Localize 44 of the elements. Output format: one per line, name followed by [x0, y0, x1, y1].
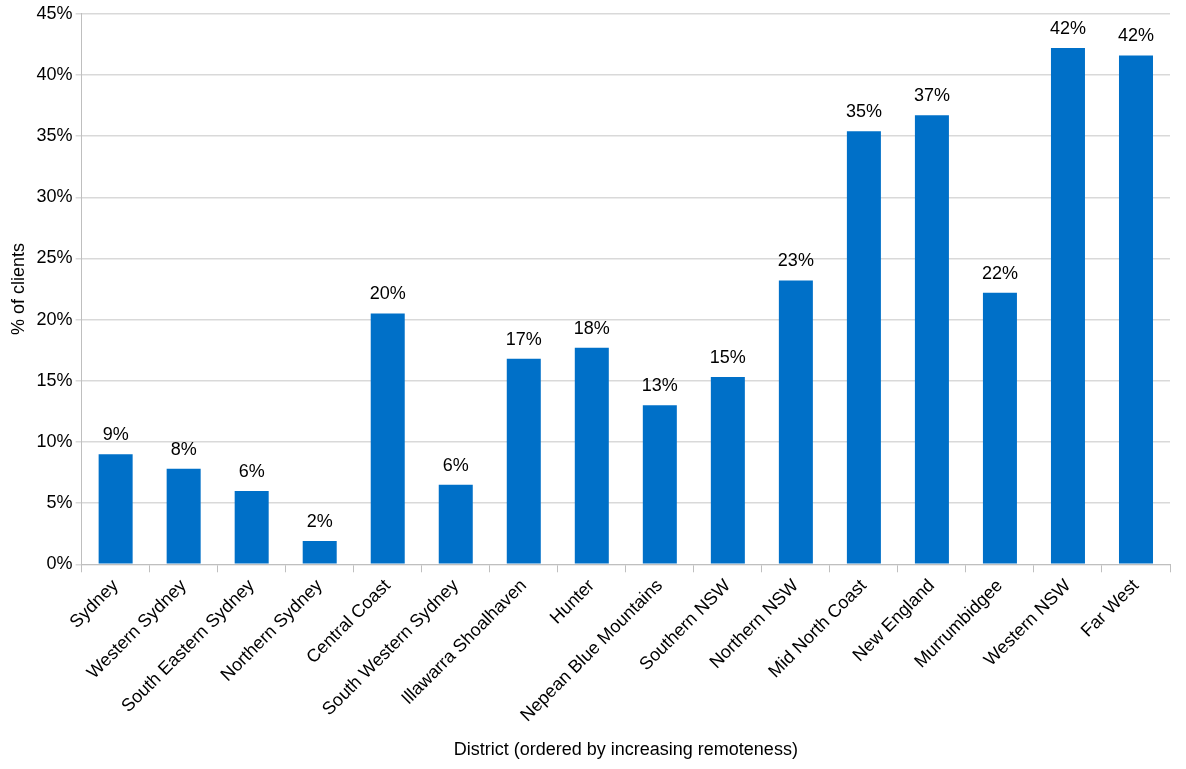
- bar: [914, 115, 949, 564]
- data-label: 6%: [442, 454, 469, 475]
- data-label: 15%: [709, 347, 746, 368]
- data-label: 42%: [1049, 18, 1086, 39]
- data-label: 18%: [573, 317, 610, 338]
- x-axis-title: District (ordered by increasing remoteness): [453, 739, 798, 760]
- bar: [438, 484, 473, 564]
- data-label: 8%: [170, 438, 197, 459]
- data-label: 13%: [641, 375, 678, 396]
- bar: [710, 377, 745, 564]
- bar: [778, 280, 813, 564]
- y-tick-label: 0%: [46, 553, 73, 574]
- data-label: 37%: [913, 85, 950, 106]
- bar: [166, 468, 201, 564]
- bar: [574, 347, 609, 564]
- y-axis-title: % of clients: [7, 243, 28, 336]
- bar: [1118, 55, 1153, 564]
- y-tick-label: 25%: [36, 247, 73, 268]
- bar: [302, 541, 337, 564]
- bar: [98, 454, 133, 564]
- data-label: 17%: [505, 328, 542, 349]
- data-label: 35%: [845, 101, 882, 122]
- y-tick-label: 5%: [46, 492, 73, 513]
- y-tick-label: 45%: [36, 2, 73, 23]
- bar: [1050, 48, 1085, 564]
- data-label: 6%: [238, 460, 265, 481]
- data-label: 23%: [777, 250, 814, 271]
- y-tick-label: 10%: [36, 430, 73, 451]
- data-label: 42%: [1117, 25, 1154, 46]
- data-label: 22%: [981, 262, 1018, 283]
- bar: [982, 292, 1017, 564]
- bar: [642, 405, 677, 564]
- data-label: 9%: [102, 424, 129, 445]
- y-tick-label: 15%: [36, 369, 73, 390]
- y-tick-label: 40%: [36, 63, 73, 84]
- bar: [234, 490, 269, 564]
- y-tick-label: 20%: [36, 308, 73, 329]
- bar: [506, 358, 541, 564]
- bar: [846, 131, 881, 564]
- y-tick-label: 35%: [36, 125, 73, 146]
- data-label: 20%: [369, 283, 406, 304]
- bar: [370, 313, 405, 564]
- y-tick-label: 30%: [36, 186, 73, 207]
- data-label: 2%: [306, 511, 333, 531]
